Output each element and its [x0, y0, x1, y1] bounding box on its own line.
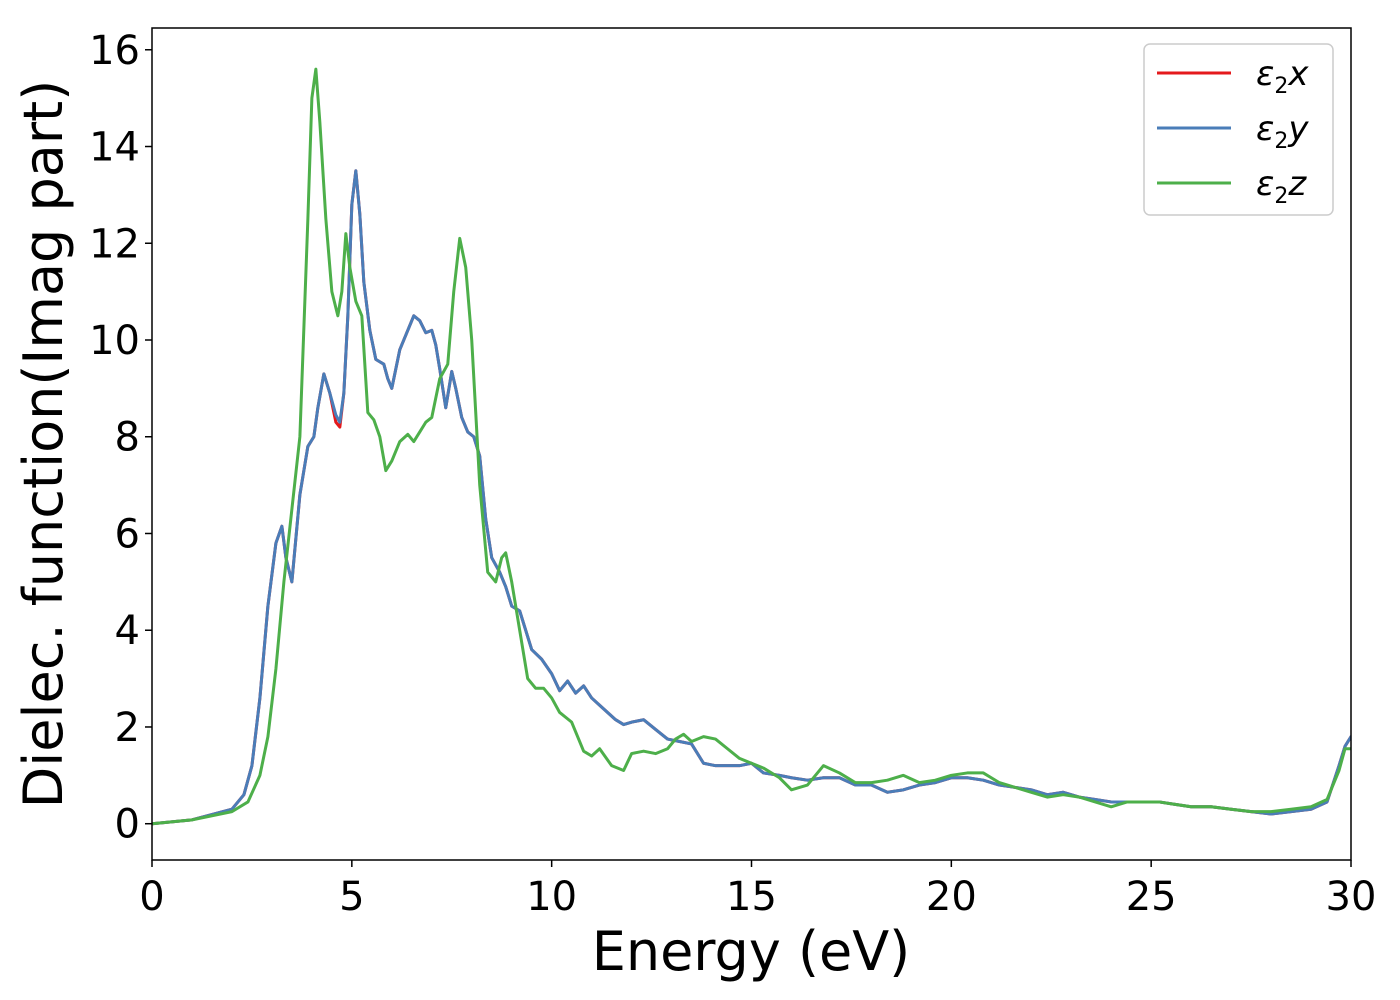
x-tick-label: 30 [1326, 874, 1377, 920]
x-tick-label: 5 [339, 874, 364, 920]
legend-box [1143, 43, 1334, 216]
x-tick-label: 0 [139, 874, 164, 920]
y-tick-label: 4 [115, 608, 140, 654]
y-axis-ticks: 0 2 4 6 8 10 12 14 16 [89, 28, 152, 848]
y-tick-label: 10 [89, 318, 140, 364]
y-tick-label: 6 [115, 511, 140, 557]
series-line-y [152, 169, 1351, 826]
x-tick-label: 10 [526, 874, 577, 920]
legend-label-x: ε2x [1256, 54, 1309, 99]
y-tick-label: 0 [115, 802, 140, 848]
x-axis-label: Energy (eV) [592, 920, 911, 983]
y-tick-label: 8 [115, 415, 140, 461]
x-tick-label: 25 [1126, 874, 1177, 920]
y-axis-label: Dielec. function(Imag part) [12, 80, 75, 809]
legend-label-z: ε2z [1256, 164, 1307, 209]
y-tick-label: 14 [89, 125, 140, 171]
y-tick-label: 12 [89, 221, 140, 267]
legend: ε2x ε2y ε2z [1143, 43, 1334, 216]
x-tick-label: 15 [726, 874, 777, 920]
x-tick-label: 20 [926, 874, 977, 920]
legend-label-y: ε2y [1256, 109, 1309, 154]
y-tick-label: 16 [89, 28, 140, 74]
y-tick-label: 2 [115, 705, 140, 751]
series-line-z [152, 67, 1351, 826]
series-layer [152, 67, 1351, 826]
x-axis-ticks: 0 5 10 15 20 25 30 [139, 860, 1376, 920]
